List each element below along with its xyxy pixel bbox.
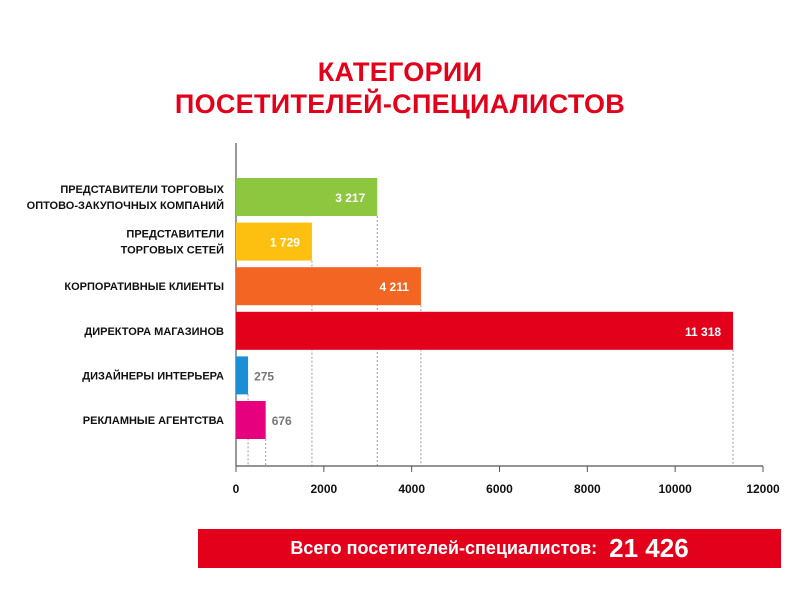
total-label: Всего посетителей-специалистов: <box>290 538 598 558</box>
category-label: КОРПОРАТИВНЫЕ КЛИЕНТЫ <box>64 281 224 293</box>
value-label: 1 729 <box>270 236 300 250</box>
value-label: 4 211 <box>380 280 410 294</box>
value-label: 275 <box>254 369 274 383</box>
total-banner: Всего посетителей-специалистов: 21 426 <box>198 529 781 568</box>
chart-title-line1: КАТЕГОРИИ <box>317 57 483 87</box>
bar <box>236 178 378 216</box>
category-label: ОПТОВО-ЗАКУПОЧНЫХ КОМПАНИЙ <box>27 199 224 212</box>
x-tick-label: 10000 <box>658 482 692 496</box>
bar <box>236 356 249 395</box>
bar <box>236 267 421 306</box>
x-tick-label: 8000 <box>574 482 601 496</box>
total-value: 21 426 <box>609 533 689 563</box>
category-label: ТОРГОВЫХ СЕТЕЙ <box>121 244 224 257</box>
category-label: ДИЗАЙНЕРЫ ИНТЕРЬЕРА <box>82 369 224 382</box>
category-label: ПРЕДСТАВИТЕЛИ <box>126 229 224 241</box>
value-label: 3 217 <box>335 191 365 205</box>
bar <box>236 311 734 350</box>
x-tick-label: 0 <box>233 482 240 496</box>
bar <box>236 401 266 439</box>
chart-title: КАТЕГОРИИ ПОСЕТИТЕЛЕЙ-СПЕЦИАЛИСТОВ <box>0 56 800 120</box>
x-tick-label: 12000 <box>746 482 780 496</box>
x-tick-label: 6000 <box>486 482 513 496</box>
category-label: ДИРЕКТОРА МАГАЗИНОВ <box>84 326 224 338</box>
category-label: РЕКЛАМНЫЕ АГЕНТСТВА <box>83 415 224 427</box>
bar <box>236 222 312 261</box>
chart-title-line2: ПОСЕТИТЕЛЕЙ-СПЕЦИАЛИСТОВ <box>174 89 626 119</box>
x-tick-label: 2000 <box>310 482 337 496</box>
category-label: ПРЕДСТАВИТЕЛИ ТОРГОВЫХ <box>60 184 224 196</box>
value-label: 676 <box>272 414 292 428</box>
x-tick-label: 4000 <box>398 482 425 496</box>
value-label: 11 318 <box>685 325 721 339</box>
